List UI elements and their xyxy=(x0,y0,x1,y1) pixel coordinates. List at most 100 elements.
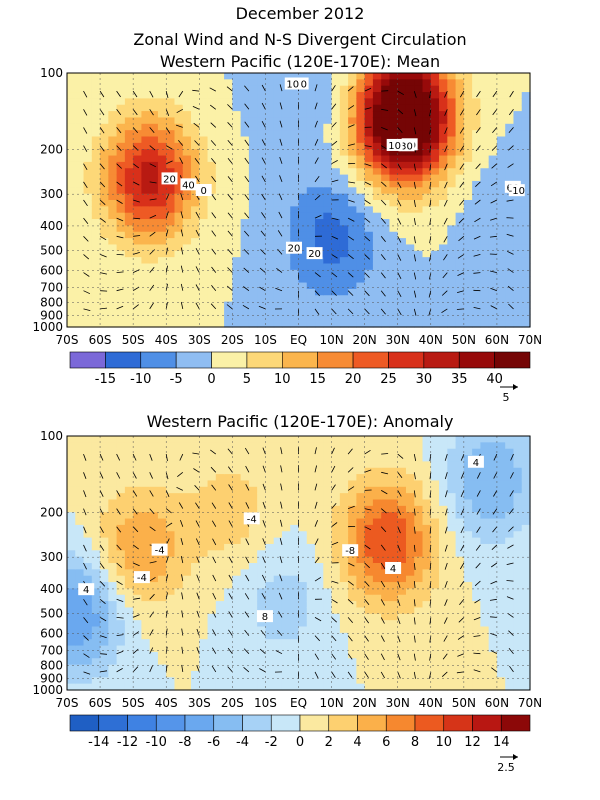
field-cell xyxy=(389,575,399,583)
field-cell xyxy=(372,282,382,290)
wind-vector xyxy=(331,85,336,92)
field-cell xyxy=(207,683,217,691)
field-cell xyxy=(257,658,267,666)
wind-vector xyxy=(83,490,87,498)
field-cell xyxy=(124,161,134,169)
field-cell xyxy=(430,231,440,239)
field-cell xyxy=(116,537,126,545)
field-cell xyxy=(405,263,415,271)
field-cell xyxy=(273,613,283,621)
wind-vector xyxy=(166,160,173,165)
field-cell xyxy=(496,518,506,526)
field-cell xyxy=(348,645,357,653)
field-cell xyxy=(281,677,291,685)
field-cell xyxy=(224,231,233,239)
field-cell xyxy=(124,104,134,112)
field-cell xyxy=(232,601,242,609)
field-cell xyxy=(480,658,490,666)
field-cell xyxy=(100,518,109,526)
field-cell xyxy=(372,677,382,685)
field-cell xyxy=(298,518,308,526)
field-cell xyxy=(124,301,134,309)
wind-vector xyxy=(244,175,250,183)
field-cell xyxy=(298,550,308,558)
field-cell xyxy=(207,601,217,609)
field-cell xyxy=(463,79,473,87)
field-cell xyxy=(397,601,407,609)
field-cell xyxy=(422,79,432,87)
field-cell xyxy=(100,474,109,482)
field-cell xyxy=(224,651,233,659)
field-cell xyxy=(108,613,118,621)
field-cell xyxy=(240,594,250,602)
field-cell xyxy=(397,664,407,672)
field-cell xyxy=(191,505,200,513)
field-cell xyxy=(281,174,291,182)
field-cell xyxy=(339,92,349,99)
field-cell xyxy=(389,111,399,119)
field-cell xyxy=(191,79,200,87)
field-cell xyxy=(389,486,399,494)
field-cell xyxy=(372,142,382,150)
field-cell xyxy=(290,219,300,226)
field-cell xyxy=(248,658,258,666)
field-cell xyxy=(331,111,341,119)
field-cell xyxy=(372,98,382,106)
field-cell xyxy=(430,269,440,277)
field-cell xyxy=(224,238,233,246)
field-cell xyxy=(141,493,151,501)
field-cell xyxy=(348,104,357,112)
field-cell xyxy=(455,244,465,252)
field-cell xyxy=(389,505,399,513)
field-cell xyxy=(149,594,159,602)
field-cell xyxy=(133,168,143,176)
field-cell xyxy=(439,632,448,640)
field-cell xyxy=(389,626,399,634)
field-cell xyxy=(248,257,258,265)
field-cell xyxy=(67,448,76,456)
field-cell xyxy=(521,288,531,296)
field-cell xyxy=(455,301,465,309)
field-cell xyxy=(422,626,432,634)
field-cell xyxy=(455,193,465,201)
field-cell xyxy=(290,136,300,144)
field-cell xyxy=(100,645,109,653)
field-cell xyxy=(67,149,76,157)
field-cell xyxy=(430,250,440,258)
field-cell xyxy=(455,493,465,501)
field-cell xyxy=(232,244,242,252)
field-cell xyxy=(447,307,457,315)
field-cell xyxy=(199,301,209,309)
contour-label-bg xyxy=(306,247,323,260)
field-cell xyxy=(364,436,374,443)
field-cell xyxy=(91,269,101,277)
field-cell xyxy=(290,161,300,169)
field-cell xyxy=(149,225,159,233)
field-cell xyxy=(323,486,333,494)
field-cell xyxy=(100,200,109,207)
field-cell xyxy=(364,200,374,207)
field-cell xyxy=(108,620,118,628)
field-cell xyxy=(281,563,291,570)
field-cell xyxy=(389,524,399,532)
field-cell xyxy=(224,73,233,80)
field-cell xyxy=(265,480,275,488)
field-cell xyxy=(397,448,407,456)
field-cell xyxy=(513,632,523,640)
field-cell xyxy=(389,588,399,596)
field-cell xyxy=(157,231,167,239)
field-cell xyxy=(339,269,349,277)
field-cell xyxy=(191,225,200,233)
field-cell xyxy=(281,238,291,246)
field-cell xyxy=(422,73,432,80)
wind-vector xyxy=(180,301,184,309)
field-cell xyxy=(397,480,407,488)
field-cell xyxy=(166,200,176,207)
field-cell xyxy=(149,569,159,577)
field-cell xyxy=(273,607,283,615)
field-cell xyxy=(240,200,250,207)
field-cell xyxy=(290,257,300,265)
field-cell xyxy=(298,575,308,583)
field-cell xyxy=(240,455,250,462)
field-cell xyxy=(372,155,382,163)
